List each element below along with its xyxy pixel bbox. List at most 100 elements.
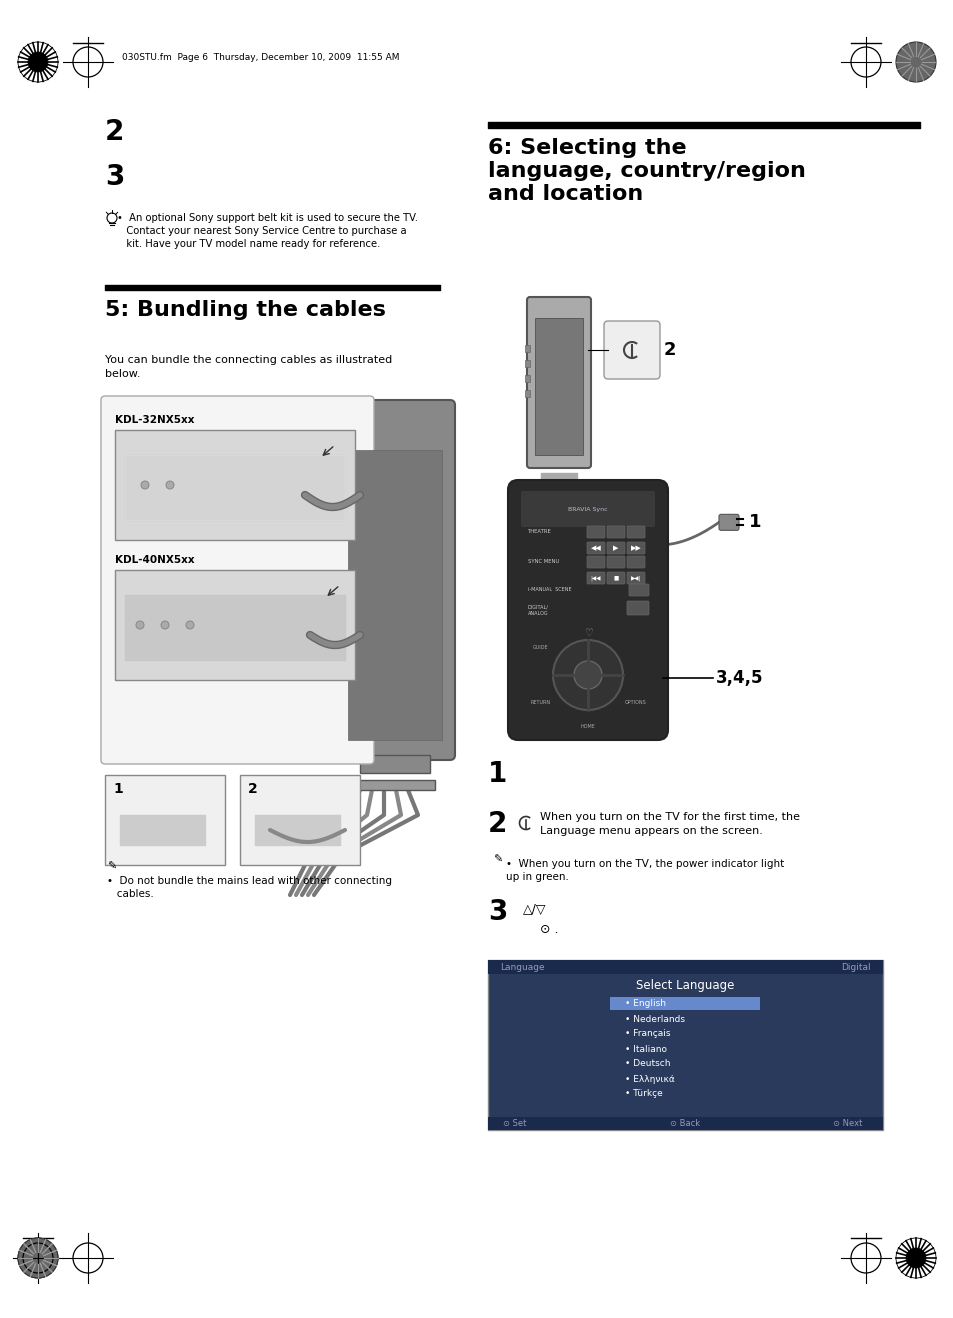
Text: •  Do not bundle the mains lead with other connecting
   cables.: • Do not bundle the mains lead with othe…	[107, 876, 392, 899]
Text: ▶◀|: ▶◀|	[630, 575, 640, 581]
Circle shape	[166, 481, 173, 489]
Text: Digital: Digital	[841, 962, 870, 971]
Text: 1: 1	[112, 782, 123, 796]
Text: ▶▶: ▶▶	[630, 546, 640, 551]
FancyBboxPatch shape	[626, 542, 644, 554]
Bar	[524, 360, 530, 366]
Text: • Nederlands: • Nederlands	[624, 1015, 684, 1024]
Circle shape	[574, 662, 601, 689]
Text: ▶: ▶	[613, 546, 618, 551]
FancyBboxPatch shape	[507, 480, 667, 739]
Text: 3: 3	[488, 898, 507, 927]
FancyBboxPatch shape	[586, 572, 604, 584]
Circle shape	[18, 1238, 58, 1278]
FancyBboxPatch shape	[586, 542, 604, 554]
Bar	[488, 1116, 882, 1130]
Text: △/▽: △/▽	[522, 903, 546, 916]
Text: 5: Bundling the cables: 5: Bundling the cables	[105, 301, 385, 320]
Text: 030STU.fm  Page 6  Thursday, December 10, 2009  11:55 AM: 030STU.fm Page 6 Thursday, December 10, …	[122, 54, 399, 62]
FancyBboxPatch shape	[586, 526, 604, 538]
Bar	[609, 996, 760, 1010]
Circle shape	[136, 621, 144, 629]
Text: GUIDE: GUIDE	[532, 645, 548, 650]
Circle shape	[141, 481, 149, 489]
Text: 1: 1	[748, 513, 760, 531]
FancyBboxPatch shape	[606, 556, 624, 568]
Text: 6: Selecting the
language, country/region
and location: 6: Selecting the language, country/regio…	[488, 138, 805, 204]
FancyBboxPatch shape	[719, 514, 739, 530]
Text: • English: • English	[624, 999, 665, 1008]
Bar	[630, 344, 633, 348]
Bar	[524, 390, 530, 397]
Text: Select Language: Select Language	[635, 978, 734, 991]
Text: •  An optional Sony support belt kit is used to secure the TV.
   Contact your n: • An optional Sony support belt kit is u…	[117, 214, 417, 249]
Text: You can bundle the connecting cables as illustrated
below.: You can bundle the connecting cables as …	[105, 355, 392, 380]
FancyBboxPatch shape	[586, 556, 604, 568]
Bar	[355, 780, 435, 789]
Bar	[488, 960, 882, 1130]
Text: • Français: • Français	[624, 1029, 670, 1039]
Text: OPTIONS: OPTIONS	[624, 700, 646, 705]
Text: 1: 1	[488, 760, 507, 788]
Text: 3: 3	[105, 163, 124, 191]
FancyBboxPatch shape	[606, 572, 624, 584]
FancyBboxPatch shape	[626, 556, 644, 568]
Text: 2: 2	[248, 782, 257, 796]
Bar	[359, 755, 430, 772]
FancyBboxPatch shape	[603, 322, 659, 380]
FancyBboxPatch shape	[520, 492, 655, 527]
Text: • Deutsch: • Deutsch	[624, 1060, 670, 1069]
Text: SYNC MENU: SYNC MENU	[527, 560, 558, 564]
Text: 2: 2	[663, 341, 676, 358]
Text: 2: 2	[105, 119, 124, 146]
FancyBboxPatch shape	[626, 572, 644, 584]
FancyBboxPatch shape	[101, 395, 374, 764]
Text: ⊙ .: ⊙ .	[539, 923, 558, 936]
FancyBboxPatch shape	[606, 526, 624, 538]
Text: • Türkçe: • Türkçe	[624, 1090, 662, 1098]
Circle shape	[905, 1248, 925, 1268]
Text: ⊙ Set: ⊙ Set	[502, 1119, 526, 1128]
FancyBboxPatch shape	[606, 542, 624, 554]
Bar	[524, 345, 530, 352]
FancyBboxPatch shape	[626, 526, 644, 538]
Text: ♡: ♡	[583, 627, 592, 638]
Text: ◀◀: ◀◀	[590, 546, 600, 551]
Text: ■: ■	[613, 576, 618, 580]
Bar	[535, 318, 582, 455]
Text: •  When you turn on the TV, the power indicator light
up in green.: • When you turn on the TV, the power ind…	[505, 859, 783, 882]
Text: 2: 2	[488, 811, 507, 838]
FancyBboxPatch shape	[335, 399, 455, 760]
Text: THEATRE: THEATRE	[527, 530, 551, 535]
Text: KDL-32NX5xx: KDL-32NX5xx	[115, 415, 194, 424]
Text: HOME: HOME	[580, 725, 595, 729]
Circle shape	[553, 641, 622, 710]
Circle shape	[18, 1238, 58, 1278]
Bar	[115, 430, 355, 540]
Text: ⊙ Next: ⊙ Next	[832, 1119, 862, 1128]
FancyBboxPatch shape	[626, 601, 648, 616]
Circle shape	[28, 51, 48, 72]
Circle shape	[161, 621, 169, 629]
Text: i-MANUAL  SCENE: i-MANUAL SCENE	[527, 588, 571, 593]
Bar	[488, 960, 882, 974]
Circle shape	[895, 42, 935, 82]
Bar	[524, 376, 530, 382]
Text: ⊙ Back: ⊙ Back	[669, 1119, 700, 1128]
Bar	[348, 449, 441, 739]
FancyBboxPatch shape	[526, 297, 590, 468]
Text: When you turn on the TV for the first time, the
Language menu appears on the scr: When you turn on the TV for the first ti…	[539, 812, 800, 836]
Bar	[240, 775, 359, 865]
FancyBboxPatch shape	[628, 584, 648, 596]
Text: ✎: ✎	[493, 855, 502, 865]
Text: • Italiano: • Italiano	[624, 1044, 666, 1053]
Circle shape	[186, 621, 193, 629]
Text: RETURN: RETURN	[530, 700, 550, 705]
Bar	[115, 569, 355, 680]
Text: KDL-40NX5xx: KDL-40NX5xx	[115, 555, 194, 565]
Text: Language: Language	[499, 962, 544, 971]
Text: ✎: ✎	[107, 862, 116, 873]
Text: |◀◀: |◀◀	[590, 575, 600, 581]
Text: DIGITAL/
ANALOG: DIGITAL/ ANALOG	[527, 605, 548, 616]
Text: 3,4,5: 3,4,5	[716, 670, 762, 687]
